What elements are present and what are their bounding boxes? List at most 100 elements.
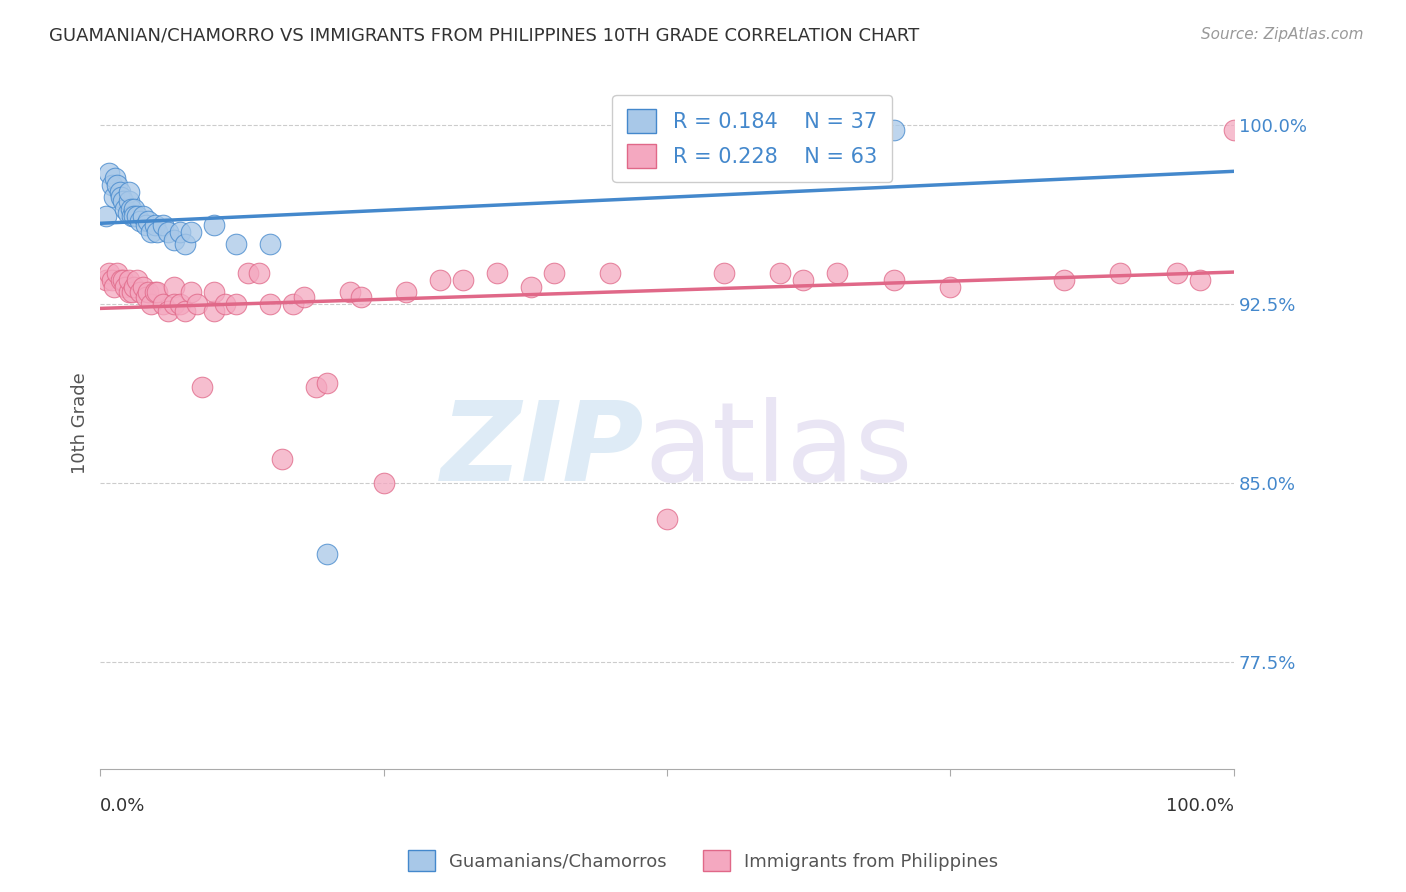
Point <box>174 304 197 318</box>
Point <box>104 170 127 185</box>
Point <box>94 273 117 287</box>
Point <box>118 185 141 199</box>
Point <box>395 285 418 299</box>
Text: atlas: atlas <box>644 398 912 505</box>
Point <box>94 209 117 223</box>
Point <box>163 297 186 311</box>
Point <box>135 219 157 233</box>
Point <box>1053 273 1076 287</box>
Point <box>125 273 148 287</box>
Point <box>180 226 202 240</box>
Point <box>281 297 304 311</box>
Point <box>98 266 121 280</box>
Point <box>136 285 159 299</box>
Point <box>1166 266 1188 280</box>
Point <box>114 202 136 216</box>
Point <box>105 178 128 192</box>
Point <box>143 219 166 233</box>
Point <box>108 185 131 199</box>
Point <box>100 178 122 192</box>
Point <box>486 266 509 280</box>
Point <box>124 280 146 294</box>
Point <box>236 266 259 280</box>
Point <box>152 297 174 311</box>
Point <box>120 202 142 216</box>
Point <box>117 206 139 220</box>
Point <box>655 511 678 525</box>
Point <box>103 190 125 204</box>
Point <box>111 273 134 287</box>
Point <box>883 123 905 137</box>
Text: GUAMANIAN/CHAMORRO VS IMMIGRANTS FROM PHILIPPINES 10TH GRADE CORRELATION CHART: GUAMANIAN/CHAMORRO VS IMMIGRANTS FROM PH… <box>49 27 920 45</box>
Text: 0.0%: 0.0% <box>100 797 146 814</box>
Point <box>520 280 543 294</box>
Point <box>129 213 152 227</box>
Point <box>152 219 174 233</box>
Point <box>118 194 141 209</box>
Point <box>186 297 208 311</box>
Point <box>141 226 163 240</box>
Point <box>129 285 152 299</box>
Point <box>316 548 339 562</box>
Point <box>141 297 163 311</box>
Point <box>270 452 292 467</box>
Point <box>769 266 792 280</box>
Point <box>105 266 128 280</box>
Point <box>599 266 621 280</box>
Legend: Guamanians/Chamorros, Immigrants from Philippines: Guamanians/Chamorros, Immigrants from Ph… <box>401 843 1005 879</box>
Point <box>883 273 905 287</box>
Point <box>259 297 281 311</box>
Point <box>146 285 169 299</box>
Point <box>118 285 141 299</box>
Point <box>146 226 169 240</box>
Text: 100.0%: 100.0% <box>1166 797 1234 814</box>
Point <box>713 266 735 280</box>
Point <box>214 297 236 311</box>
Point <box>259 237 281 252</box>
Point <box>202 219 225 233</box>
Point <box>125 209 148 223</box>
Point <box>305 380 328 394</box>
Point <box>169 226 191 240</box>
Point <box>136 213 159 227</box>
Point <box>135 290 157 304</box>
Point <box>451 273 474 287</box>
Point <box>292 290 315 304</box>
Point <box>103 280 125 294</box>
Point <box>825 266 848 280</box>
Point <box>373 475 395 490</box>
Point <box>1109 266 1132 280</box>
Point <box>110 273 132 287</box>
Point <box>1223 123 1246 137</box>
Point <box>1188 273 1211 287</box>
Point <box>939 280 962 294</box>
Point <box>543 266 565 280</box>
Point <box>124 209 146 223</box>
Point <box>792 273 814 287</box>
Point <box>111 194 134 209</box>
Point <box>169 297 191 311</box>
Point <box>163 233 186 247</box>
Point <box>769 123 792 137</box>
Text: ZIP: ZIP <box>441 398 644 505</box>
Point <box>247 266 270 280</box>
Point <box>225 297 247 311</box>
Point <box>98 166 121 180</box>
Point <box>202 285 225 299</box>
Point <box>132 280 155 294</box>
Point <box>157 304 180 318</box>
Point <box>163 280 186 294</box>
Point <box>132 209 155 223</box>
Legend: R = 0.184    N = 37, R = 0.228    N = 63: R = 0.184 N = 37, R = 0.228 N = 63 <box>613 95 891 183</box>
Point <box>225 237 247 252</box>
Point <box>121 209 143 223</box>
Point <box>202 304 225 318</box>
Point <box>429 273 451 287</box>
Point <box>180 285 202 299</box>
Point <box>143 285 166 299</box>
Point <box>191 380 214 394</box>
Point <box>350 290 373 304</box>
Point <box>100 273 122 287</box>
Point <box>339 285 361 299</box>
Text: Source: ZipAtlas.com: Source: ZipAtlas.com <box>1201 27 1364 42</box>
